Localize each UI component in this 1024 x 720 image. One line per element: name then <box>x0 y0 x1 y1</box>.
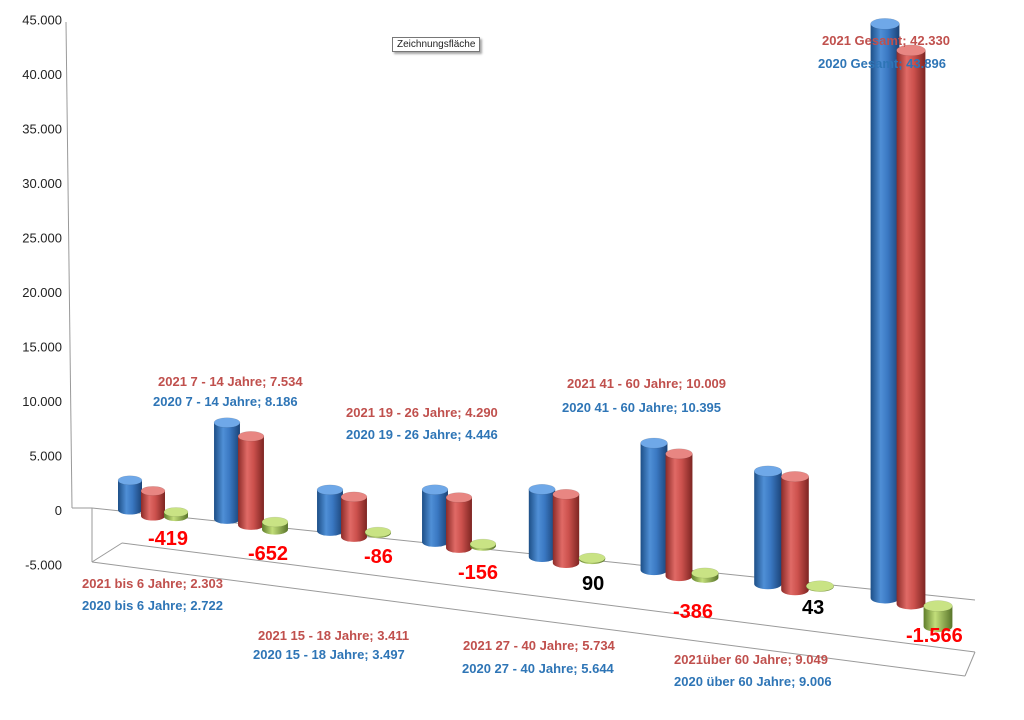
data-label-2021: 2021über 60 Jahre; 9.049 <box>674 652 828 667</box>
bar-2021 <box>896 44 926 610</box>
difference-label: 90 <box>582 573 604 595</box>
data-label-2020: 2020 41 - 60 Jahre; 10.395 <box>562 400 721 415</box>
y-tick-label: 35.000 <box>22 122 62 137</box>
bar-2021 <box>237 431 265 530</box>
difference-label: -1.566 <box>906 625 963 647</box>
bar-difference <box>691 567 719 583</box>
bar-2020 <box>753 465 783 590</box>
y-tick-label: 20.000 <box>22 285 62 300</box>
floor-right-edge <box>964 651 976 677</box>
floor-front-edge <box>91 561 966 677</box>
bar-difference <box>578 552 606 565</box>
data-labels: 2021 bis 6 Jahre; 2.303 2021 7 - 14 Jahre… <box>82 33 963 689</box>
floor-top-edge <box>121 542 976 653</box>
data-label-2021: 2021 Gesamt; 42.330 <box>822 33 950 48</box>
plot-area-tooltip: Zeichnungsfläche <box>392 37 481 52</box>
bar-difference <box>805 580 835 592</box>
difference-label: -419 <box>148 528 188 550</box>
y-tick-label: 25.000 <box>22 231 62 246</box>
bar-2021 <box>665 448 693 582</box>
bar-difference <box>923 600 953 632</box>
difference-label: -386 <box>673 601 713 623</box>
data-label-2020: 2020 19 - 26 Jahre; 4.446 <box>346 427 498 442</box>
data-label-2021: 2021 41 - 60 Jahre; 10.009 <box>567 376 726 391</box>
data-label-2021: 2021 7 - 14 Jahre; 7.534 <box>158 374 303 389</box>
y-tick-label: 15.000 <box>22 340 62 355</box>
bar-2020 <box>316 484 344 536</box>
y-tick-label: 10.000 <box>22 394 62 409</box>
y-tick-label: 0 <box>55 503 62 518</box>
bar-2020 <box>640 437 668 576</box>
bar-difference <box>163 507 189 522</box>
data-label-2021: 2021 27 - 40 Jahre; 5.734 <box>463 638 616 653</box>
data-label-2020: 2020 Gesamt; 43.896 <box>818 56 946 71</box>
bar-2021 <box>780 471 810 596</box>
back-wall-edge <box>65 21 73 509</box>
axes: -5.000 0 5.000 10.000 15.000 20.000 25.000 30.0… <box>22 13 976 677</box>
bar-2020 <box>528 484 556 563</box>
difference-label: -652 <box>248 543 288 565</box>
data-label-2020: 2020 bis 6 Jahre; 2.722 <box>82 598 223 613</box>
difference-label: -86 <box>364 546 393 568</box>
bars <box>117 18 953 632</box>
y-tick-label: 5.000 <box>29 449 62 464</box>
data-label-2021: 2021 15 - 18 Jahre; 3.411 <box>258 628 409 643</box>
bar-2021 <box>140 486 166 521</box>
difference-label: -156 <box>458 562 498 584</box>
y-tick-label: 40.000 <box>22 67 62 82</box>
data-label-2021: 2021 bis 6 Jahre; 2.303 <box>82 576 223 591</box>
bar-2021 <box>340 491 368 542</box>
data-label-2021: 2021 19 - 26 Jahre; 4.290 <box>346 405 498 420</box>
bar-difference <box>261 516 289 535</box>
y-tick-label: 30.000 <box>22 176 62 191</box>
bar-2020 <box>117 475 143 515</box>
y-tick-label: 45.000 <box>22 13 62 28</box>
bar-2020 <box>213 417 241 524</box>
bar-2021 <box>445 492 473 553</box>
bar-2020 <box>421 484 449 547</box>
floor-left-depth <box>91 542 123 563</box>
bar-2021 <box>552 488 580 569</box>
data-label-2020: 2020 7 - 14 Jahre; 8.186 <box>153 394 298 409</box>
data-label-2020: 2020 über 60 Jahre; 9.006 <box>674 674 832 689</box>
data-label-2020: 2020 27 - 40 Jahre; 5.644 <box>462 661 615 676</box>
bar-difference <box>364 526 392 538</box>
data-label-2020: 2020 15 - 18 Jahre; 3.497 <box>253 647 405 662</box>
bar-2020 <box>870 18 900 604</box>
difference-label: 43 <box>802 597 824 619</box>
bar-difference <box>469 538 497 551</box>
y-tick-label: -5.000 <box>25 558 62 573</box>
